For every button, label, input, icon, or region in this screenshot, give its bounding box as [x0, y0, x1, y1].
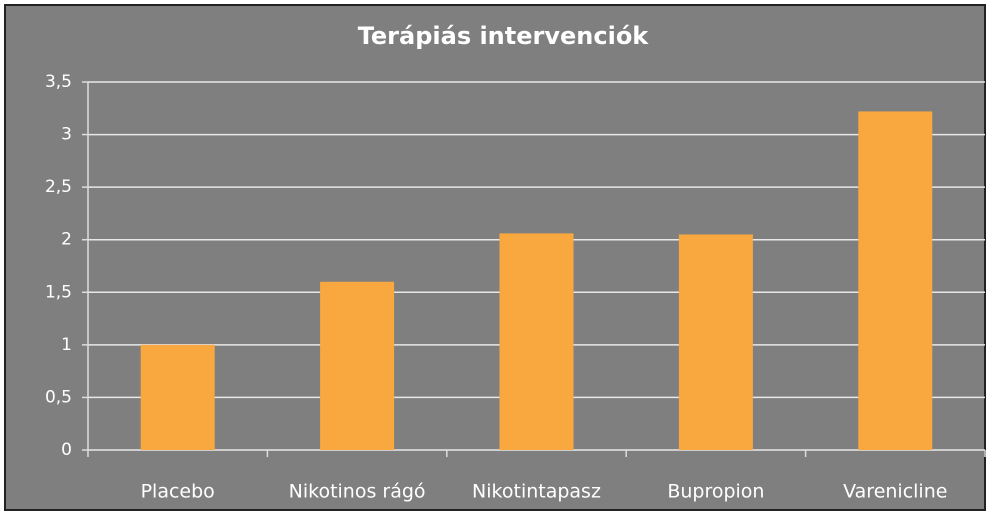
- x-tick-label: Varenicline: [843, 481, 947, 503]
- bar: [499, 233, 574, 450]
- x-tick-label: Nikotinos rágó: [289, 481, 426, 503]
- y-tick-label: 2,5: [45, 177, 72, 197]
- y-tick-label: 1,5: [45, 282, 72, 302]
- bar: [678, 234, 753, 450]
- y-tick-label: 0,5: [45, 387, 72, 407]
- y-tick-label: 2: [61, 230, 72, 250]
- y-tick-label: 1: [61, 335, 72, 355]
- bar: [858, 111, 933, 450]
- x-tick-label: Placebo: [141, 481, 215, 503]
- bar: [140, 344, 215, 450]
- y-tick-label: 3,5: [45, 72, 72, 92]
- y-tick-label: 0: [61, 440, 72, 460]
- x-tick-label: Nikotintapasz: [472, 481, 601, 503]
- y-tick-label: 3: [61, 125, 72, 145]
- chart-title: Terápiás intervenciók: [358, 22, 650, 50]
- bar: [320, 281, 395, 450]
- x-tick-label: Bupropion: [667, 481, 764, 503]
